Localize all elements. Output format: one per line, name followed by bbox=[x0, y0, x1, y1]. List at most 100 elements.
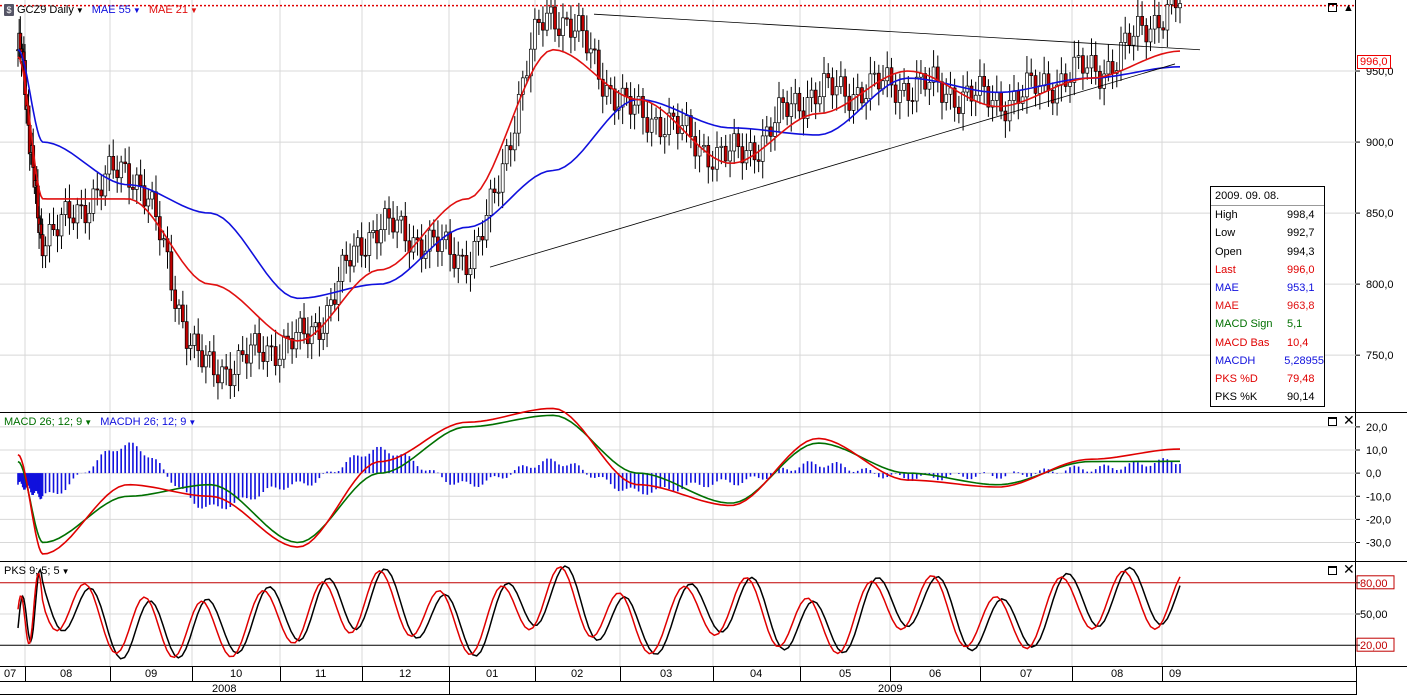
pks-pane-header: PKS 9; 5; 5 ▼ bbox=[4, 563, 70, 579]
candle-body bbox=[51, 224, 56, 231]
candle-body bbox=[313, 322, 318, 328]
month-separator bbox=[713, 666, 714, 681]
candle-body bbox=[154, 191, 158, 217]
month-separator bbox=[1162, 666, 1163, 681]
candle-body bbox=[456, 254, 461, 269]
candle-body bbox=[944, 93, 949, 103]
candle-body bbox=[654, 117, 658, 120]
candle-body bbox=[533, 18, 537, 50]
pks-label: PKS 9; 5; 5 bbox=[4, 565, 60, 577]
candle-body bbox=[367, 232, 372, 256]
candle-body bbox=[684, 115, 689, 127]
close-icon[interactable]: ✕ bbox=[1343, 412, 1355, 428]
candle-body bbox=[957, 106, 961, 114]
candle-body bbox=[177, 304, 181, 309]
candle-body bbox=[671, 112, 676, 117]
candle-body bbox=[236, 350, 241, 375]
month-label: 10 bbox=[230, 668, 243, 680]
candle-body bbox=[1016, 90, 1021, 104]
candle-body bbox=[855, 87, 860, 95]
candle-body bbox=[359, 237, 364, 256]
symbol-icon: $ bbox=[4, 4, 14, 16]
tooltip-key: Low bbox=[1215, 227, 1236, 240]
maximize-icon[interactable] bbox=[1328, 3, 1337, 12]
tooltip-row: PKS %D 79,48 bbox=[1211, 370, 1324, 388]
candle-body bbox=[1046, 73, 1051, 91]
y-tick-label: 850,0 bbox=[1366, 208, 1394, 220]
chevron-down-icon: ▼ bbox=[188, 418, 197, 427]
y-level-box bbox=[1356, 575, 1395, 590]
candle-body bbox=[549, 6, 553, 14]
tooltip-value: 992,7 bbox=[1287, 227, 1315, 240]
candle-body bbox=[817, 96, 822, 105]
candle-body bbox=[332, 299, 337, 305]
pks-d-line bbox=[17, 566, 1181, 659]
y-level-box bbox=[1356, 637, 1395, 652]
candle-body bbox=[427, 229, 432, 252]
month-label: 11 bbox=[315, 668, 327, 680]
candle-body bbox=[948, 87, 953, 95]
tooltip-value: 90,14 bbox=[1287, 391, 1315, 404]
candle-body bbox=[273, 346, 278, 366]
candle-body bbox=[1144, 25, 1149, 43]
candle-body bbox=[169, 251, 174, 291]
indicator-mae55-selector[interactable]: MAE 55 ▼ bbox=[92, 4, 141, 16]
candle-body bbox=[1085, 67, 1090, 74]
candle-body bbox=[224, 366, 229, 370]
maximize-icon[interactable] bbox=[1328, 417, 1337, 426]
candle-body bbox=[1059, 73, 1064, 86]
candle-body bbox=[516, 94, 521, 134]
y-tick-label: 900,0 bbox=[1366, 137, 1394, 149]
y-tick-label: -30,0 bbox=[1366, 538, 1391, 550]
settings-icon[interactable]: ▲ bbox=[1343, 2, 1354, 14]
close-icon[interactable]: ✕ bbox=[1343, 561, 1355, 577]
candle-body bbox=[822, 73, 826, 98]
pks-selector[interactable]: PKS 9; 5; 5 ▼ bbox=[4, 565, 70, 577]
candle-body bbox=[1131, 35, 1136, 46]
macd-base-line bbox=[17, 407, 1181, 555]
candle-body bbox=[744, 150, 749, 164]
candle-body bbox=[464, 255, 469, 276]
candle-body bbox=[352, 245, 356, 267]
candle-body bbox=[620, 87, 625, 108]
candle-body bbox=[1003, 110, 1008, 122]
candle-body bbox=[885, 67, 890, 82]
month-label: 07 bbox=[4, 668, 17, 680]
candle-body bbox=[1127, 32, 1132, 46]
candle-body bbox=[228, 368, 233, 387]
candle-body bbox=[632, 104, 637, 115]
macd-selector[interactable]: MACD 26; 12; 9 ▼ bbox=[4, 416, 92, 428]
tooltip-key: MAE bbox=[1215, 300, 1239, 313]
candle-body bbox=[1152, 14, 1157, 30]
candle-body bbox=[1072, 56, 1077, 83]
candle-body bbox=[207, 351, 212, 356]
candle-body bbox=[504, 145, 509, 165]
candle-body bbox=[508, 145, 513, 151]
chevron-down-icon: ▼ bbox=[132, 6, 141, 15]
candle-body bbox=[91, 188, 96, 214]
tooltip-row: Low 992,7 bbox=[1211, 224, 1324, 242]
indicator-mae21-selector[interactable]: MAE 21 ▼ bbox=[149, 4, 198, 16]
tooltip-value: 5,1 bbox=[1287, 318, 1303, 331]
trend-line-lower bbox=[489, 63, 1176, 268]
candle-body bbox=[839, 76, 843, 87]
candle-body bbox=[83, 205, 88, 224]
tooltip-value: 10,4 bbox=[1287, 336, 1309, 349]
candle-body bbox=[115, 169, 120, 179]
tooltip-value: 953,1 bbox=[1287, 282, 1315, 295]
pks-k-line bbox=[17, 565, 1181, 660]
tooltip-key: 2009. 09. 08. bbox=[1215, 190, 1280, 203]
macd-plot-frame bbox=[0, 413, 1356, 561]
candle-body bbox=[588, 48, 593, 54]
candle-body bbox=[649, 118, 654, 133]
candle-body bbox=[1089, 55, 1094, 69]
candle-body bbox=[47, 224, 52, 247]
candle-body bbox=[355, 237, 360, 247]
month-label: 09 bbox=[1169, 668, 1182, 680]
month-label: 03 bbox=[660, 668, 673, 680]
chevron-down-icon: ▼ bbox=[61, 567, 70, 576]
maximize-icon[interactable] bbox=[1328, 566, 1337, 575]
symbol-selector[interactable]: $ GCZ9 Daily ▼ bbox=[4, 4, 84, 16]
candle-body bbox=[600, 78, 605, 97]
macdh-selector[interactable]: MACDH 26; 12; 9 ▼ bbox=[100, 416, 196, 428]
